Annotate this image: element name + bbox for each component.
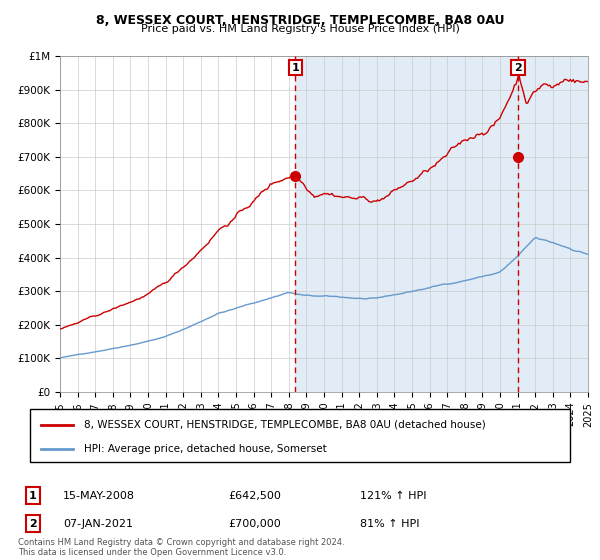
Text: 81% ↑ HPI: 81% ↑ HPI: [360, 519, 419, 529]
Text: 2: 2: [514, 63, 522, 73]
Text: 121% ↑ HPI: 121% ↑ HPI: [360, 491, 427, 501]
Text: 1: 1: [292, 63, 299, 73]
Text: 1: 1: [29, 491, 37, 501]
Text: 8, WESSEX COURT, HENSTRIDGE, TEMPLECOMBE, BA8 0AU (detached house): 8, WESSEX COURT, HENSTRIDGE, TEMPLECOMBE…: [84, 420, 486, 430]
Text: 8, WESSEX COURT, HENSTRIDGE, TEMPLECOMBE, BA8 0AU: 8, WESSEX COURT, HENSTRIDGE, TEMPLECOMBE…: [96, 14, 504, 27]
Text: 15-MAY-2008: 15-MAY-2008: [63, 491, 135, 501]
Text: £700,000: £700,000: [228, 519, 281, 529]
Text: £642,500: £642,500: [228, 491, 281, 501]
Text: Contains HM Land Registry data © Crown copyright and database right 2024.
This d: Contains HM Land Registry data © Crown c…: [18, 538, 344, 557]
Text: 07-JAN-2021: 07-JAN-2021: [63, 519, 133, 529]
Text: HPI: Average price, detached house, Somerset: HPI: Average price, detached house, Some…: [84, 444, 327, 454]
Text: Price paid vs. HM Land Registry's House Price Index (HPI): Price paid vs. HM Land Registry's House …: [140, 24, 460, 34]
Bar: [295, 56, 588, 392]
FancyBboxPatch shape: [30, 409, 570, 462]
Text: 2: 2: [29, 519, 37, 529]
